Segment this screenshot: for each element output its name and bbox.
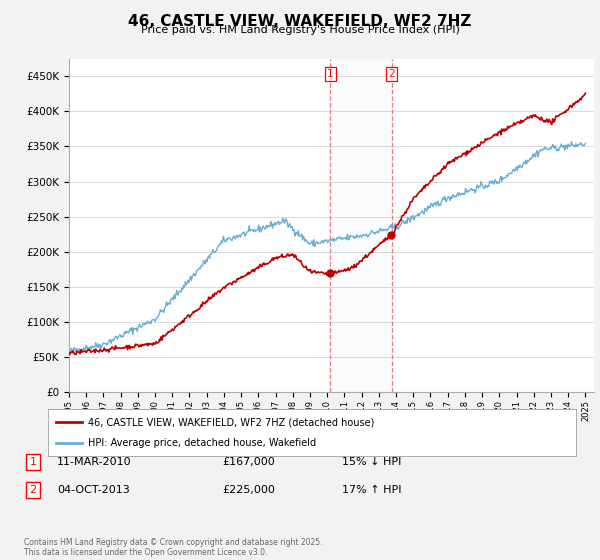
- Text: 1: 1: [327, 69, 334, 79]
- Text: 11-MAR-2010: 11-MAR-2010: [57, 457, 131, 467]
- Text: 46, CASTLE VIEW, WAKEFIELD, WF2 7HZ: 46, CASTLE VIEW, WAKEFIELD, WF2 7HZ: [128, 14, 472, 29]
- Text: 04-OCT-2013: 04-OCT-2013: [57, 485, 130, 495]
- Text: 46, CASTLE VIEW, WAKEFIELD, WF2 7HZ (detached house): 46, CASTLE VIEW, WAKEFIELD, WF2 7HZ (det…: [88, 417, 374, 427]
- Text: £167,000: £167,000: [222, 457, 275, 467]
- Text: 2: 2: [388, 69, 395, 79]
- Text: 2: 2: [29, 485, 37, 495]
- Text: Price paid vs. HM Land Registry's House Price Index (HPI): Price paid vs. HM Land Registry's House …: [140, 25, 460, 35]
- Text: HPI: Average price, detached house, Wakefield: HPI: Average price, detached house, Wake…: [88, 438, 316, 448]
- Text: 15% ↓ HPI: 15% ↓ HPI: [342, 457, 401, 467]
- Bar: [331, 59, 392, 392]
- Text: £225,000: £225,000: [222, 485, 275, 495]
- Text: 17% ↑ HPI: 17% ↑ HPI: [342, 485, 401, 495]
- Text: 1: 1: [29, 457, 37, 467]
- Text: Contains HM Land Registry data © Crown copyright and database right 2025.
This d: Contains HM Land Registry data © Crown c…: [24, 538, 323, 557]
